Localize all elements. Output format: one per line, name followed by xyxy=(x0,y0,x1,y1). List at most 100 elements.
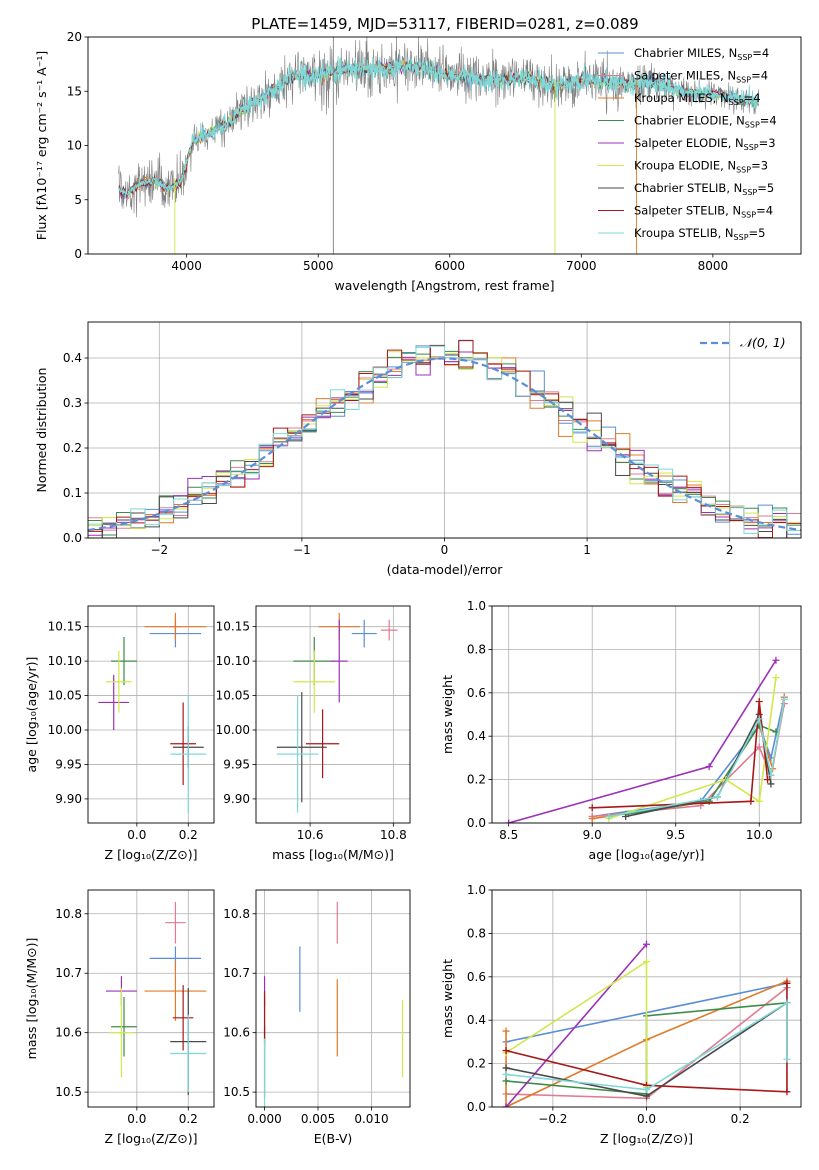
weight-marker xyxy=(755,697,763,705)
weight-marker xyxy=(783,1055,791,1063)
legend-model-name: Kroupa STELIB xyxy=(634,226,718,240)
legend-nssp-prefix: , N xyxy=(718,226,734,240)
weight-line xyxy=(505,943,648,1107)
chart-massweight-vs-Z: −0.2 0.0 0.2 0.0 0.2 0.4 0.6 0.8 1.0 Z [log₁₀(Z/Z… xyxy=(440,883,802,1146)
legend-nssp-sub: SSP xyxy=(745,121,760,130)
legend-nssp-sub: SSP xyxy=(737,53,752,62)
weight-marker xyxy=(502,1027,510,1035)
y-tick-label: 10.10 xyxy=(48,654,82,668)
weight-marker xyxy=(643,958,650,966)
axes-frame xyxy=(491,605,802,824)
y-tick-label: 0.1 xyxy=(63,486,82,500)
legend-model-name: Kroupa MILES xyxy=(634,91,713,105)
axes-frame xyxy=(87,605,215,824)
y-tick-label: 10.7 xyxy=(223,966,250,980)
legend-nssp-sub: SSP xyxy=(729,98,744,107)
x-tick-label: −2 xyxy=(150,543,168,557)
weight-line xyxy=(508,659,777,823)
legend-nssp-prefix: , N xyxy=(721,46,737,60)
plot-area xyxy=(106,901,207,1096)
y-tick-label: 10.00 xyxy=(216,723,250,737)
x-tick-label: 0.010 xyxy=(354,1112,388,1126)
x-tick-label: −0.2 xyxy=(538,1112,567,1126)
plot-area xyxy=(117,37,760,254)
x-tick-label: 0.2 xyxy=(179,828,198,842)
weight-marker xyxy=(767,771,775,779)
errorbar-point xyxy=(305,709,340,779)
errorbar-point xyxy=(106,650,132,713)
y-tick-label: 10.15 xyxy=(216,620,250,634)
weight-marker xyxy=(605,812,613,820)
y-axis-label: mass weight xyxy=(440,675,455,754)
y-tick-label: 20 xyxy=(67,30,82,44)
x-tick-label: 10.8 xyxy=(380,828,407,842)
y-tick-label: 0 xyxy=(74,247,82,261)
chart-age-vs-mass: 10.6 10.8 9.90 9.95 10.00 10.05 10.10 10.15 mass… xyxy=(216,605,411,862)
weight-marker xyxy=(502,1070,510,1078)
legend-model-name: Chabrier ELODIE xyxy=(634,114,729,128)
legend-entry: Chabrier MILES, NSSP=4 xyxy=(634,46,769,62)
y-axis-label: Normed distribution xyxy=(34,368,49,493)
axes-frame xyxy=(87,321,802,539)
legend: 𝒩(0, 1) xyxy=(700,335,786,350)
legend-nssp-value: 5 xyxy=(758,226,765,240)
weight-line xyxy=(608,677,777,820)
grid xyxy=(256,890,410,1107)
axes-frame xyxy=(491,889,802,1108)
legend-nssp-eq: = xyxy=(756,204,766,218)
errorbar-point xyxy=(111,997,137,1057)
axes-frame xyxy=(255,605,411,824)
y-tick-label: 0.3 xyxy=(63,396,82,410)
plot-area xyxy=(502,940,791,1107)
x-tick-label: 7000 xyxy=(566,259,597,273)
chart-spectrum: 4000 5000 6000 7000 8000 0 5 10 15 20 wavelength [… xyxy=(34,30,802,293)
weight-series xyxy=(502,940,650,1107)
plot-area xyxy=(263,901,404,1107)
legend-model-name: Chabrier MILES xyxy=(634,46,721,60)
y-tick-label: 0.4 xyxy=(467,1013,486,1027)
y-tick-label: 10.5 xyxy=(223,1085,250,1099)
weight-marker xyxy=(588,815,596,823)
legend-entry: Kroupa MILES, NSSP=4 xyxy=(634,91,761,107)
legend-nssp-value: 4 xyxy=(762,46,769,60)
y-tick-label: 0.8 xyxy=(467,642,486,656)
weight-marker xyxy=(643,940,650,948)
legend-nssp-value: 4 xyxy=(769,114,776,128)
weight-marker xyxy=(588,804,596,812)
figure-title: PLATE=1459, MJD=53117, FIBERID=0281, z=0… xyxy=(251,15,638,33)
weight-marker xyxy=(767,780,775,788)
legend-entry: Kroupa ELODIE, NSSP=3 xyxy=(634,159,768,175)
y-tick-label: 0.6 xyxy=(467,686,486,700)
plot-area xyxy=(505,656,788,823)
legend-nssp-eq: = xyxy=(744,91,754,105)
x-tick-label: 10.6 xyxy=(297,828,324,842)
weight-series xyxy=(505,656,780,823)
errorbar-point xyxy=(144,961,207,1021)
grid xyxy=(88,606,214,823)
legend-nssp-eq: = xyxy=(751,159,761,173)
weight-marker xyxy=(783,999,791,1007)
x-tick-label: 5000 xyxy=(303,259,334,273)
axes-frame xyxy=(87,889,215,1108)
axes-frame xyxy=(255,889,411,1108)
legend-model-name: Salpeter STELIB xyxy=(634,204,725,218)
legend-nssp-sub: SSP xyxy=(741,211,756,220)
model-spectrum-line xyxy=(117,55,760,197)
x-axis-label: age [log₁₀(age/yr)] xyxy=(589,847,705,862)
x-tick-label: 9.0 xyxy=(583,828,602,842)
weight-series xyxy=(502,999,791,1100)
weight-marker xyxy=(502,1064,510,1072)
weight-series xyxy=(605,695,788,820)
legend-nssp-prefix: , N xyxy=(720,159,736,173)
errorbar-point xyxy=(170,695,207,813)
chart-residuals: −2 −1 0 1 2 0.0 0.1 0.2 0.3 0.4 (data-model)/error… xyxy=(34,321,802,577)
errorbar-point xyxy=(98,674,130,730)
weight-marker xyxy=(643,1086,650,1094)
x-tick-label: 0.0 xyxy=(637,1112,656,1126)
y-tick-label: 9.90 xyxy=(55,792,82,806)
legend-nssp-sub: SSP xyxy=(742,188,757,197)
x-tick-label: 0 xyxy=(441,543,449,557)
y-tick-label: 9.90 xyxy=(223,792,250,806)
y-tick-label: 0.8 xyxy=(467,926,486,940)
